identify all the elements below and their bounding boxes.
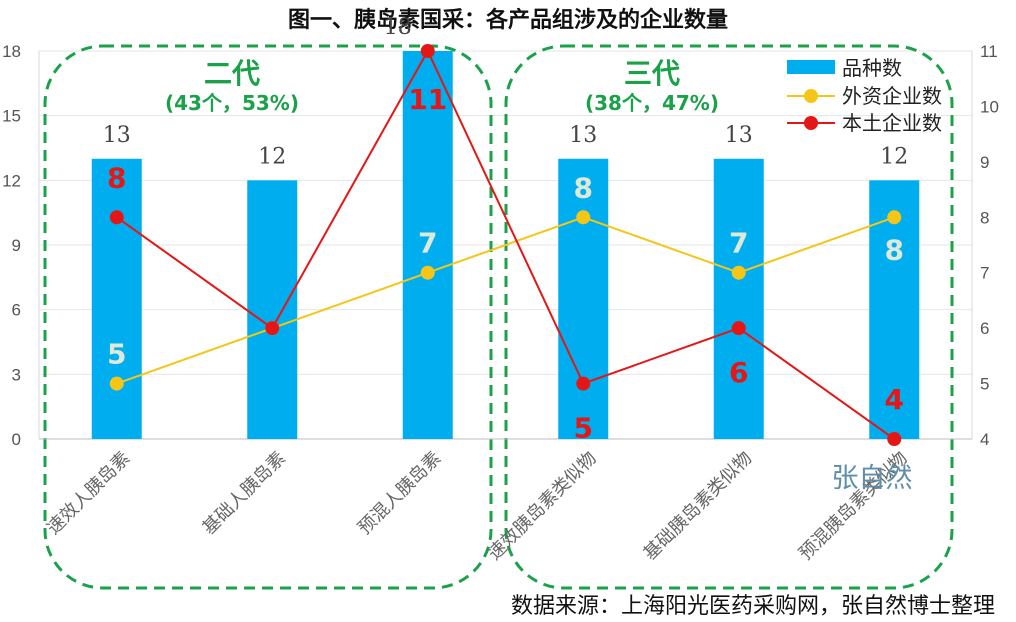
- group-title-second-gen: 二代: [204, 57, 260, 90]
- domestic-line: [116, 48, 895, 440]
- foreign-value-label: 7: [729, 227, 748, 260]
- domestic-value-label: 5: [574, 412, 593, 445]
- data-labels: 13 12 18 13 13 12 5 7 8 7 8 8 11 5 6 4: [103, 15, 909, 445]
- legend: 品种数 外资企业数 本土企业数: [787, 56, 942, 135]
- legend-marker-foreign: [804, 89, 818, 103]
- chart-title: 图一、胰岛素国采：各产品组涉及的企业数量: [288, 7, 728, 33]
- line-series: [109, 44, 902, 446]
- foreign-point: [731, 265, 746, 280]
- foreign-point: [420, 265, 435, 280]
- foreign-value-label: 8: [885, 233, 904, 266]
- foreign-value-label: 5: [107, 338, 126, 371]
- domestic-point: [887, 432, 902, 446]
- bar: [713, 158, 764, 439]
- y-left-tick-label: 9: [12, 236, 21, 255]
- watermark: 张自然: [832, 463, 913, 494]
- domestic-point: [420, 44, 435, 58]
- y-right-tick-label: 5: [980, 375, 989, 394]
- category-label: 速效人胰岛素: [43, 448, 134, 539]
- group-boxes: [43, 44, 954, 590]
- bar: [402, 51, 453, 439]
- foreign-line: [116, 216, 895, 385]
- group-box-third-gen: [504, 44, 954, 590]
- bar-value-label: 13: [725, 123, 753, 148]
- y-right-tick-label: 11: [980, 42, 998, 61]
- bar-value-label: 13: [103, 123, 131, 148]
- legend-label-domestic: 本土企业数: [842, 111, 942, 135]
- foreign-point: [109, 376, 124, 391]
- y-left-tick-label: 3: [12, 365, 21, 384]
- category-label: 速效胰岛素类似物: [484, 448, 601, 565]
- domestic-value-label: 8: [107, 161, 126, 194]
- source-note: 数据来源：上海阳光医药采购网，张自然博士整理: [511, 594, 995, 619]
- foreign-value-label: 8: [574, 171, 593, 204]
- bar-value-label: 18: [384, 15, 412, 40]
- group-box-second-gen: [43, 44, 493, 590]
- domestic-point: [576, 376, 591, 391]
- y-left-tick-label: 6: [12, 301, 21, 320]
- legend-label-foreign: 外资企业数: [842, 84, 942, 108]
- domestic-value-label: 6: [729, 356, 748, 389]
- y-right-tick-label: 7: [980, 264, 989, 283]
- category-labels: 速效人胰岛素 基础人胰岛素 预混人胰岛素 速效胰岛素类似物 基础胰岛素类似物 预混胰岛素类…: [43, 448, 912, 565]
- group-sub-second-gen: (43个，53%): [165, 91, 299, 115]
- category-label: 预混人胰岛素: [354, 448, 445, 539]
- y-right-tick-label: 10: [980, 97, 999, 116]
- group-title-third-gen: 三代: [624, 57, 680, 90]
- legend-marker-domestic: [804, 116, 818, 130]
- y-left-tick-label: 15: [2, 107, 21, 126]
- axes: 0 3 6 9 12 15 18 4 5 6 7 8 9 10 11: [2, 42, 999, 449]
- legend-swatch-varieties: [787, 60, 835, 74]
- domestic-value-label: 4: [885, 383, 904, 416]
- bar: [558, 158, 609, 439]
- category-label: 基础胰岛素类似物: [640, 448, 757, 565]
- bar-series: [91, 51, 920, 440]
- y-right-tick-label: 8: [980, 208, 989, 227]
- foreign-point: [576, 210, 591, 225]
- domestic-point: [109, 210, 124, 225]
- domestic-point: [265, 321, 280, 336]
- bar: [247, 180, 298, 440]
- y-left-tick-label: 12: [2, 171, 21, 190]
- y-left-tick-label: 18: [2, 42, 21, 61]
- y-right-tick-label: 4: [980, 430, 989, 449]
- legend-label-varieties: 品种数: [842, 56, 902, 80]
- category-label: 基础人胰岛素: [199, 448, 290, 539]
- y-right-tick-label: 6: [980, 319, 989, 338]
- y-right-tick-label: 9: [980, 153, 989, 172]
- bar-value-label: 12: [258, 144, 286, 169]
- domestic-point: [731, 321, 746, 336]
- foreign-value-label: 7: [418, 227, 437, 260]
- group-sub-third-gen: (38个，47%): [585, 91, 719, 115]
- domestic-value-label: 11: [408, 83, 447, 116]
- bar: [91, 158, 142, 439]
- bar-value-label: 13: [569, 123, 597, 148]
- y-left-tick-label: 0: [12, 430, 21, 449]
- foreign-point: [887, 210, 902, 225]
- bar-value-label: 12: [880, 144, 908, 169]
